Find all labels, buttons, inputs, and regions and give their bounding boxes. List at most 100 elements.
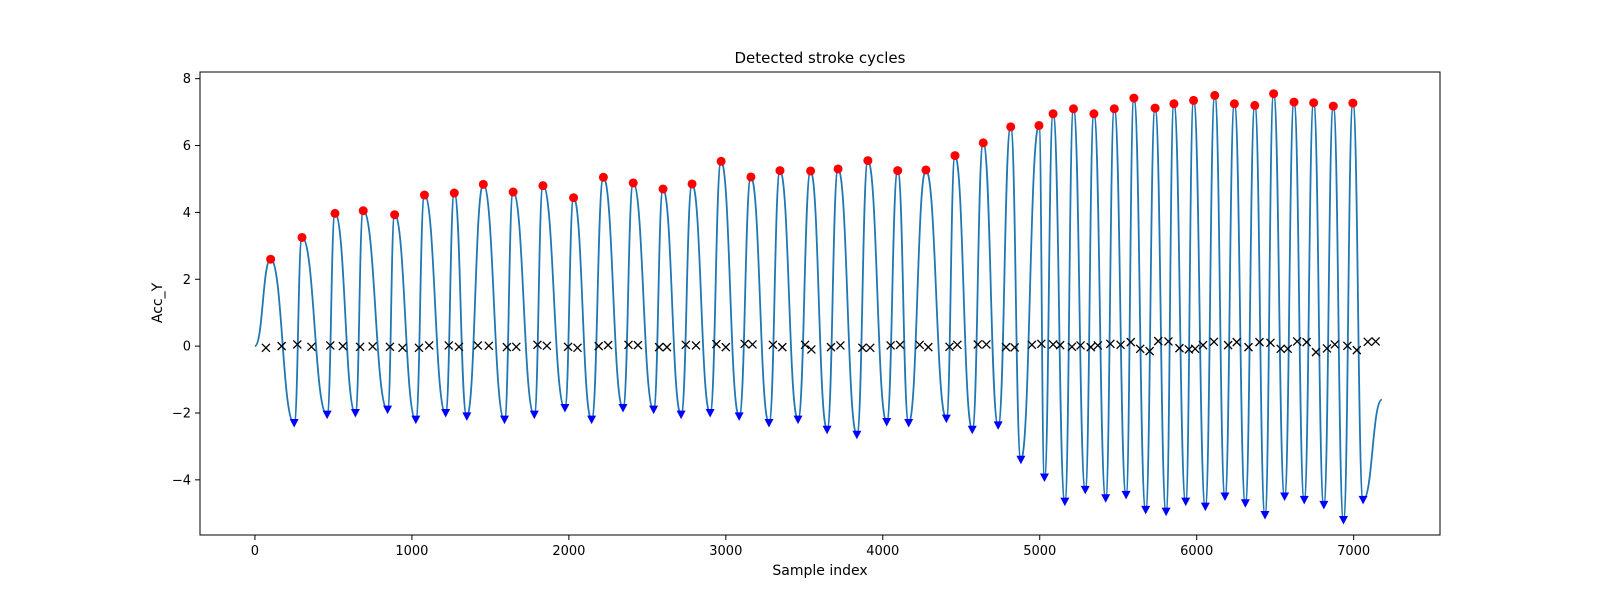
crossing-marker	[1322, 344, 1332, 353]
peak-marker	[1034, 120, 1044, 130]
peak-marker	[1189, 95, 1199, 105]
trough-marker	[618, 403, 628, 413]
crossing-marker	[484, 341, 494, 351]
crossing-marker	[1302, 337, 1312, 347]
peak-marker	[628, 178, 638, 188]
trough-marker	[649, 405, 659, 415]
y-tick-label: 0	[183, 340, 191, 355]
trough-marker	[411, 415, 421, 425]
crossing-marker	[1209, 337, 1219, 347]
trough-marker	[1016, 455, 1026, 465]
crossing-marker	[1164, 336, 1173, 346]
x-tick-label: 1000	[395, 544, 428, 559]
y-tick-label: −2	[172, 406, 191, 421]
peak-marker	[1348, 98, 1358, 108]
crossing-marker	[835, 340, 845, 350]
peak-marker	[893, 166, 903, 176]
crossing-marker	[1126, 337, 1136, 347]
crossing-marker	[473, 340, 483, 350]
crossing-marker	[533, 340, 542, 350]
trough-marker	[993, 421, 1003, 430]
trough-marker	[1200, 502, 1210, 512]
trough-marker	[1101, 494, 1111, 503]
peak-marker	[1328, 101, 1338, 111]
trough-marker	[676, 410, 686, 420]
crossing-marker	[1076, 340, 1086, 350]
crossing-marker	[1190, 344, 1200, 354]
crossing-marker	[1283, 344, 1293, 354]
peak-marker	[1129, 93, 1139, 103]
trough-marker	[1080, 485, 1090, 495]
peak-marker	[1269, 89, 1279, 99]
trough-marker	[904, 419, 914, 428]
crossing-marker	[800, 340, 810, 350]
peak-marker	[1109, 104, 1119, 114]
crossing-marker	[542, 341, 552, 351]
crossing-marker	[1292, 336, 1302, 346]
trough-marker	[793, 415, 803, 425]
peak-marker	[390, 210, 400, 220]
trough-marker	[350, 408, 360, 418]
crossing-marker	[325, 340, 335, 350]
crossing-marker	[1048, 339, 1058, 349]
peak-marker	[358, 206, 368, 216]
peak-marker	[1048, 109, 1058, 119]
y-tick-label: 2	[183, 273, 191, 288]
trough-marker	[734, 412, 744, 421]
crossing-marker	[1244, 342, 1253, 352]
crossing-marker	[398, 343, 407, 353]
peak-marker	[921, 165, 931, 175]
peak-marker	[775, 166, 785, 176]
crossing-marker	[563, 342, 573, 352]
crossing-marker	[681, 340, 691, 350]
x-tick-label: 7000	[1337, 544, 1370, 559]
trough-marker	[1060, 497, 1070, 507]
crossing-marker	[768, 340, 778, 350]
crossing-marker	[306, 342, 316, 352]
x-tick-label: 6000	[1180, 544, 1213, 559]
trough-marker	[1141, 505, 1151, 515]
crossing-marker	[654, 342, 664, 352]
x-tick-label: 3000	[709, 544, 742, 559]
peak-marker	[833, 164, 843, 174]
crossing-marker	[691, 340, 701, 350]
crossing-marker	[603, 340, 613, 350]
trough-marker	[383, 405, 393, 415]
y-tick-label: 6	[183, 139, 191, 154]
trough-marker	[1338, 515, 1348, 525]
peak-marker	[1169, 99, 1179, 109]
x-axis: 0 1000 2000 3000 4000 5000 6000 7000	[251, 535, 1370, 559]
crossing-marker	[806, 345, 816, 354]
peak-marker	[950, 151, 960, 161]
crossing-marker	[895, 340, 905, 350]
crossing-marker	[1363, 337, 1373, 347]
trough-marker	[941, 414, 951, 424]
trough-marker	[1181, 497, 1191, 507]
trough-marker	[322, 410, 332, 420]
peak-marker	[1006, 122, 1016, 132]
crossing-marker	[1105, 339, 1115, 349]
peak-marker	[330, 208, 340, 218]
trough-marker	[1260, 510, 1270, 520]
crossing-marker	[594, 341, 604, 351]
crossing-marker	[1027, 340, 1037, 350]
peak-marker	[1089, 109, 1099, 119]
peak-marker	[687, 179, 697, 189]
trough-marker	[852, 430, 862, 440]
crossing-marker	[502, 342, 512, 352]
peak-marker	[266, 254, 276, 264]
crossing-marker	[1055, 340, 1065, 350]
peak-marker	[297, 232, 307, 242]
crossing-marker	[662, 342, 672, 352]
trough-marker	[441, 408, 451, 418]
peak-marker	[1229, 99, 1239, 109]
peak-marker	[658, 184, 668, 194]
trough-marker	[705, 408, 715, 418]
trough-marker	[1220, 492, 1230, 502]
crossing-marker	[633, 340, 643, 350]
trough-marker	[500, 415, 510, 425]
crossing-marker	[1093, 340, 1103, 350]
trough-marker	[1121, 490, 1131, 500]
crossing-marker	[857, 343, 867, 353]
crossing-marker	[454, 342, 464, 352]
